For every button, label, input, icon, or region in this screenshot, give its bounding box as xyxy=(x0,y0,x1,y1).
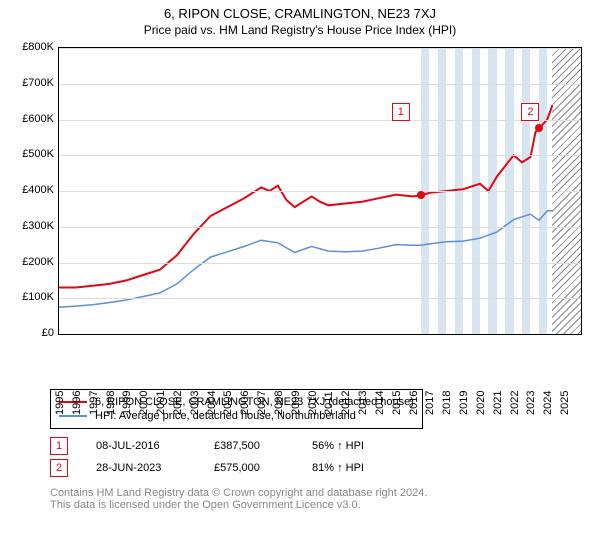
chart-container: 6, RIPON CLOSE, CRAMLINGTON, NE23 7XJ Pr… xyxy=(0,0,600,511)
x-axis-label: 2016 xyxy=(408,367,420,415)
event-pct: 56% ↑ HPI xyxy=(312,440,364,452)
event-dot xyxy=(535,124,543,132)
x-axis-label: 2018 xyxy=(441,367,453,415)
gridline xyxy=(59,48,581,49)
event-dot xyxy=(417,191,425,199)
x-axis-label: 2023 xyxy=(525,367,537,415)
x-axis-label: 2024 xyxy=(542,367,554,415)
footer-line: Contains HM Land Registry data © Crown c… xyxy=(50,487,590,499)
y-axis-label: £200K xyxy=(10,256,54,268)
footer-line: This data is licensed under the Open Gov… xyxy=(50,499,590,511)
plot-area: 12 xyxy=(58,47,582,335)
x-axis-label: 1995 xyxy=(54,367,66,415)
y-axis-label: £0 xyxy=(10,327,54,339)
x-axis-label: 2012 xyxy=(340,367,352,415)
x-axis-label: 2022 xyxy=(509,367,521,415)
series-line-property xyxy=(59,105,552,287)
x-axis-label: 2008 xyxy=(273,367,285,415)
legend-swatch xyxy=(59,415,87,417)
x-axis-label: 2011 xyxy=(323,367,335,415)
y-axis-label: £300K xyxy=(10,220,54,232)
event-marker-icon: 1 xyxy=(50,437,68,455)
x-axis-label: 1999 xyxy=(121,367,133,415)
chart-area: 12 £0£100K£200K£300K£400K£500K£600K£700K… xyxy=(10,43,590,383)
event-price: £387,500 xyxy=(214,440,284,452)
series-line-hpi xyxy=(59,211,552,308)
y-axis-label: £600K xyxy=(10,113,54,125)
x-axis-label: 2009 xyxy=(290,367,302,415)
gridline xyxy=(59,155,581,156)
y-axis-label: £500K xyxy=(10,148,54,160)
x-axis-label: 2013 xyxy=(357,367,369,415)
x-axis-label: 2000 xyxy=(138,367,150,415)
event-marker-box: 1 xyxy=(392,103,410,121)
x-axis-label: 2002 xyxy=(172,367,184,415)
event-pct: 81% ↑ HPI xyxy=(312,462,364,474)
x-axis-label: 2014 xyxy=(374,367,386,415)
main-title: 6, RIPON CLOSE, CRAMLINGTON, NE23 7XJ xyxy=(10,6,590,21)
x-axis-label: 1998 xyxy=(105,367,117,415)
x-axis-label: 2005 xyxy=(222,367,234,415)
x-axis-label: 2020 xyxy=(475,367,487,415)
x-axis-label: 2004 xyxy=(206,367,218,415)
event-marker-box: 2 xyxy=(521,103,539,121)
x-axis-label: 2025 xyxy=(559,367,571,415)
event-row: 2 28-JUN-2023 £575,000 81% ↑ HPI xyxy=(50,459,590,477)
event-date: 28-JUN-2023 xyxy=(96,462,186,474)
x-axis-label: 2006 xyxy=(239,367,251,415)
x-axis-label: 2019 xyxy=(458,367,470,415)
x-axis-label: 2017 xyxy=(424,367,436,415)
x-axis-label: 2007 xyxy=(256,367,268,415)
gridline xyxy=(59,263,581,264)
gridline xyxy=(59,84,581,85)
event-price: £575,000 xyxy=(214,462,284,474)
x-axis-label: 2021 xyxy=(492,367,504,415)
event-marker-icon: 2 xyxy=(50,459,68,477)
gridline xyxy=(59,298,581,299)
events-table: 1 08-JUL-2016 £387,500 56% ↑ HPI 2 28-JU… xyxy=(50,437,590,477)
x-axis-label: 1997 xyxy=(88,367,100,415)
gridline xyxy=(59,191,581,192)
x-axis-label: 1996 xyxy=(71,367,83,415)
gridline xyxy=(59,120,581,121)
event-date: 08-JUL-2016 xyxy=(96,440,186,452)
y-axis-label: £100K xyxy=(10,291,54,303)
x-axis-label: 2010 xyxy=(307,367,319,415)
gridline xyxy=(59,334,581,335)
gridline xyxy=(59,227,581,228)
x-axis-label: 2003 xyxy=(189,367,201,415)
title-area: 6, RIPON CLOSE, CRAMLINGTON, NE23 7XJ Pr… xyxy=(0,0,600,37)
y-axis-label: £400K xyxy=(10,184,54,196)
footer: Contains HM Land Registry data © Crown c… xyxy=(50,487,590,511)
y-axis-label: £800K xyxy=(10,41,54,53)
sub-title: Price paid vs. HM Land Registry's House … xyxy=(10,23,590,37)
x-axis-label: 2001 xyxy=(155,367,167,415)
x-axis-label: 2015 xyxy=(391,367,403,415)
event-row: 1 08-JUL-2016 £387,500 56% ↑ HPI xyxy=(50,437,590,455)
y-axis-label: £700K xyxy=(10,77,54,89)
